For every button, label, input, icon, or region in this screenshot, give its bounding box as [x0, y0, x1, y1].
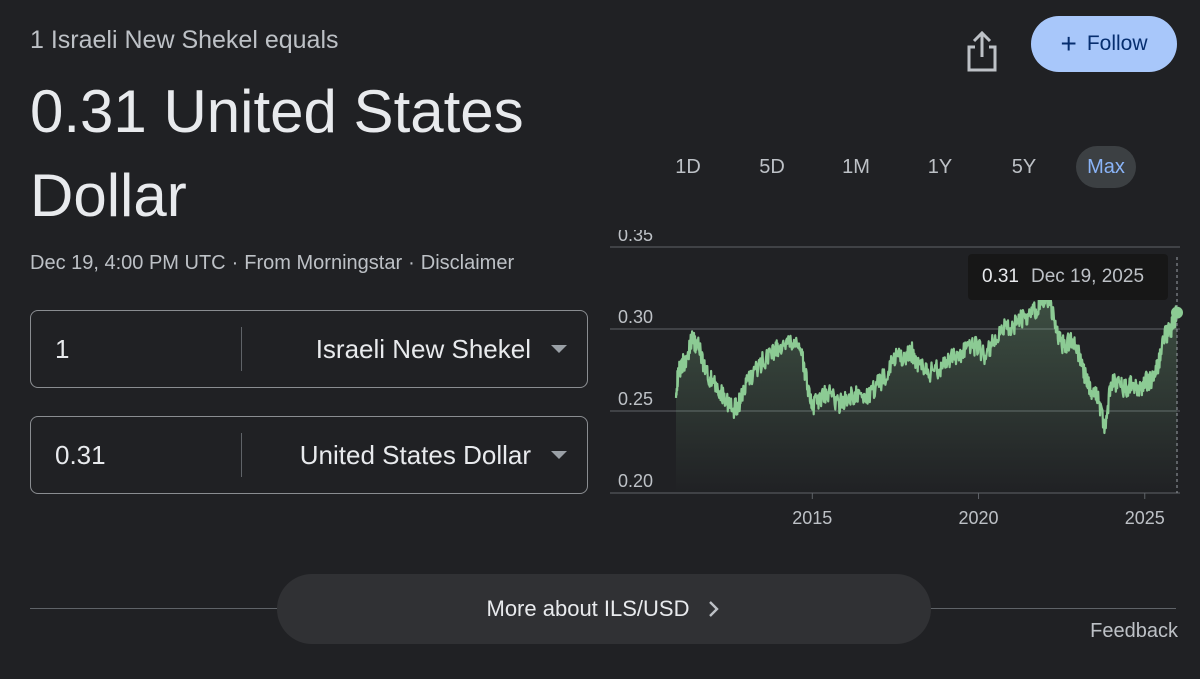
series-line: [674, 289, 1179, 435]
time-range-tabs: 1D 5D 1M 1Y 5Y Max: [648, 146, 1148, 188]
from-currency-field: 1 Israeli New Shekel: [30, 310, 588, 388]
meta-line: Dec 19, 4:00 PM UTC · From Morningstar · Dis…: [30, 252, 514, 275]
from-currency-select[interactable]: Israeli New Shekel: [315, 334, 531, 364]
subtitle: 1 Israeli New Shekel equals: [30, 26, 339, 54]
x-tick-label: 2025: [1125, 508, 1165, 528]
range-tab-5y[interactable]: 5Y: [1011, 156, 1037, 178]
share-button[interactable]: [964, 30, 1000, 74]
divider-line: [928, 608, 1176, 609]
from-amount-input[interactable]: 1: [55, 334, 70, 364]
y-tick-label: 0.35: [618, 230, 653, 245]
exchange-rate-value: 0.31 United States Dollar: [30, 78, 524, 229]
chart-area-fill: [676, 290, 1177, 493]
range-tab-1y[interactable]: 1Y: [927, 156, 953, 178]
more-about-label: More about ILS/USD: [486, 596, 690, 621]
feedback-link[interactable]: Feedback: [1090, 620, 1178, 642]
to-currency-field: 0.31 United States Dollar: [30, 416, 588, 494]
tooltip-date: Dec 19, 2025: [1030, 266, 1145, 287]
to-currency-select[interactable]: United States Dollar: [299, 440, 531, 470]
chart-tooltip: 0.31 Dec 19, 2025: [968, 254, 1168, 300]
range-tab-1m[interactable]: 1M: [842, 156, 870, 178]
tooltip-value: 0.31: [982, 266, 1019, 287]
dropdown-caret-icon[interactable]: [551, 451, 567, 459]
to-amount-input[interactable]: 0.31: [55, 440, 106, 470]
separator: ·: [408, 252, 415, 274]
data-point: [1171, 306, 1184, 319]
share-icon: [967, 30, 997, 72]
divider-line: [30, 608, 280, 609]
range-tab-5d[interactable]: 5D: [759, 156, 785, 178]
separator: ·: [231, 252, 239, 274]
range-tab-max[interactable]: Max: [1076, 146, 1136, 188]
y-tick-label: 0.20: [618, 471, 653, 491]
disclaimer-link[interactable]: Disclaimer: [420, 252, 515, 274]
dropdown-caret-icon[interactable]: [551, 345, 567, 353]
x-tick-label: 2020: [959, 508, 999, 528]
plus-icon: +: [1060, 28, 1077, 59]
source-text: From Morningstar: [244, 252, 403, 274]
field-divider: [241, 433, 242, 477]
timestamp: Dec 19, 4:00 PM UTC: [30, 252, 226, 274]
more-about-button[interactable]: More about ILS/USD: [277, 574, 931, 644]
field-divider: [241, 327, 242, 371]
exchange-rate-chart[interactable]: 0.35 0.30 0.25 0.20 2015 2020 2025: [600, 230, 1190, 540]
chevron-right-icon: [709, 601, 720, 617]
follow-label: Follow: [1086, 32, 1148, 55]
x-tick-label: 2015: [792, 508, 832, 528]
follow-button[interactable]: + Follow: [1031, 16, 1177, 72]
y-tick-label: 0.25: [618, 389, 653, 409]
range-tab-1d[interactable]: 1D: [675, 156, 701, 178]
y-tick-label: 0.30: [618, 307, 653, 327]
